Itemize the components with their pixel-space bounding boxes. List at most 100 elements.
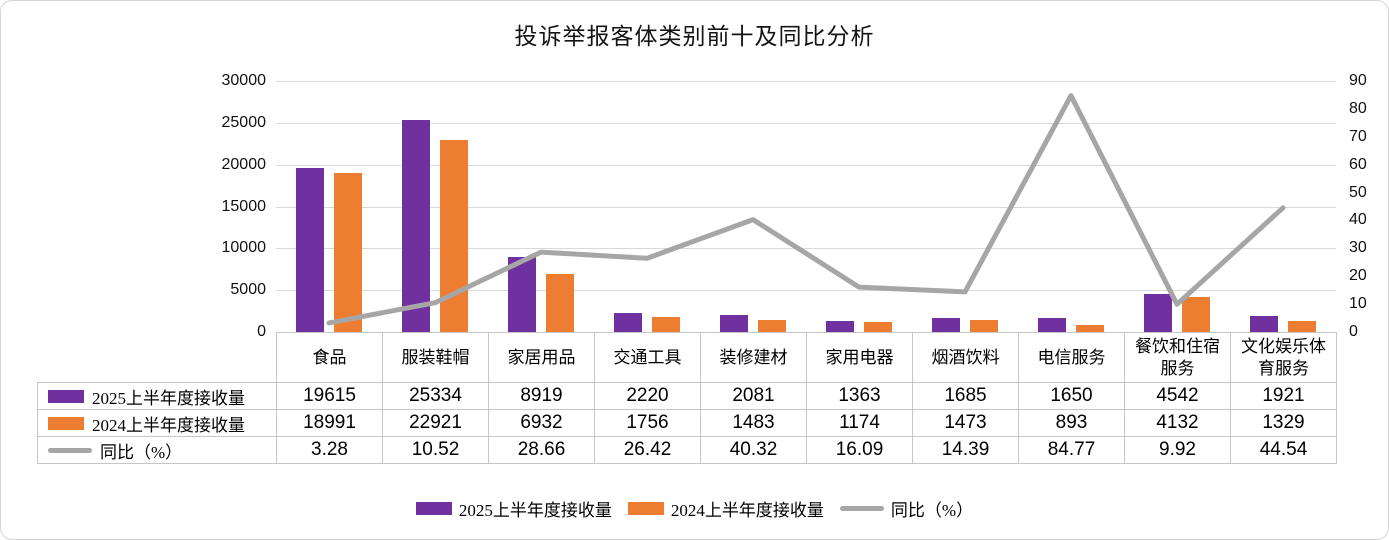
value-cell: 9.92 <box>1124 436 1231 464</box>
value-cell: 1650 <box>1018 382 1125 410</box>
bar-2025上半年度接收量-烟酒饮料 <box>932 317 960 332</box>
value-cell: 6932 <box>488 409 595 437</box>
data-table: 食品 服装鞋帽 家居用品 交通工具 装修建材 家用电器 烟酒饮料 电信服务 餐饮和住宿服务 文化娱… <box>37 332 1337 464</box>
bar-2025上半年度接收量-服装鞋帽 <box>402 120 430 332</box>
left-axis-label: 0 <box>257 323 266 340</box>
category-header: 家居用品 <box>488 332 595 383</box>
series-row-header-inner: 同比（%） <box>40 438 274 463</box>
left-axis-label: 30000 <box>221 72 267 89</box>
legend-item: 同比（%） <box>839 496 974 521</box>
bar-2024上半年度接收量-家用电器 <box>864 322 892 332</box>
line-swatch-icon <box>48 447 92 453</box>
series-row-header-inner: 2025上半年度接收量 <box>40 384 274 409</box>
category-header: 交通工具 <box>594 332 701 383</box>
bar-2024上半年度接收量-装修建材 <box>758 319 786 332</box>
value-cell: 4132 <box>1124 409 1231 437</box>
gridline <box>276 122 1336 124</box>
bar-2025上半年度接收量-电信服务 <box>1038 318 1066 332</box>
bar-2025上半年度接收量-装修建材 <box>720 314 748 332</box>
value-cell: 2220 <box>594 382 701 410</box>
series-row-header: 2025上半年度接收量 <box>37 382 277 410</box>
bar-2024上半年度接收量-文化娱乐体育服务 <box>1288 320 1316 332</box>
gridline <box>276 248 1336 250</box>
category-header: 烟酒饮料 <box>912 332 1019 383</box>
gridline <box>276 290 1336 292</box>
right-axis-label: 0 <box>1349 323 1358 340</box>
category-header: 餐饮和住宿服务 <box>1124 332 1231 383</box>
bar-2025上半年度接收量-交通工具 <box>614 313 642 332</box>
left-axis-label: 25000 <box>221 113 267 131</box>
value-cell: 26.42 <box>594 436 701 464</box>
gridline <box>276 81 1336 82</box>
bar-2024上半年度接收量-食品 <box>334 173 362 332</box>
value-cell: 16.09 <box>806 436 913 464</box>
right-axis-label: 40 <box>1349 211 1367 229</box>
line-swatch-icon <box>839 506 884 511</box>
chart-title: 投诉举报客体类别前十及同比分析 <box>514 24 875 49</box>
bar-2025上半年度接收量-餐饮和住宿服务 <box>1144 294 1172 332</box>
gridline <box>276 206 1336 208</box>
value-cell: 1685 <box>912 382 1019 410</box>
value-cell: 8919 <box>488 382 595 410</box>
legend-item: 2024上半年度接收量 <box>627 496 824 521</box>
series-row-header: 2024上半年度接收量 <box>37 409 277 437</box>
value-cell: 19615 <box>276 382 383 410</box>
yoy-line-series <box>326 93 1286 326</box>
left-axis-label: 5000 <box>230 281 266 299</box>
series-label: 2024上半年度接收量 <box>92 415 245 435</box>
bar-2024上半年度接收量-交通工具 <box>652 317 680 332</box>
right-axis-label: 20 <box>1349 267 1367 285</box>
table-corner-cell <box>38 333 277 383</box>
right-axis-label: 90 <box>1349 72 1367 89</box>
series-row: 2024上半年度接收量 18991 22921 6932 1756 1483 1174 147… <box>37 409 1337 437</box>
value-cell: 1473 <box>912 409 1019 437</box>
bar-swatch-icon <box>415 502 452 515</box>
legend-item: 2025上半年度接收量 <box>415 496 612 521</box>
value-cell: 1363 <box>806 382 913 410</box>
bar-2024上半年度接收量-餐饮和住宿服务 <box>1182 297 1210 332</box>
bar-2025上半年度接收量-家用电器 <box>826 320 854 332</box>
bar-2025上半年度接收量-食品 <box>296 167 324 332</box>
category-header: 电信服务 <box>1018 332 1125 383</box>
legend-label: 同比（%） <box>890 501 974 520</box>
left-axis-label: 10000 <box>221 239 267 257</box>
value-cell: 22921 <box>382 409 489 437</box>
value-cell: 1921 <box>1230 382 1337 410</box>
series-label: 同比（%） <box>100 442 183 462</box>
value-cell: 28.66 <box>488 436 595 464</box>
category-header-row: 食品 服装鞋帽 家居用品 交通工具 装修建材 家用电器 烟酒饮料 电信服务 餐饮和住宿服务 文化娱… <box>38 332 1337 383</box>
bar-2024上半年度接收量-家居用品 <box>546 274 574 332</box>
category-header: 食品 <box>276 332 383 383</box>
value-cell: 40.32 <box>700 436 807 464</box>
value-cell: 3.28 <box>276 436 383 464</box>
bar-2024上半年度接收量-烟酒饮料 <box>970 319 998 332</box>
right-axis-label: 50 <box>1349 183 1367 201</box>
right-axis-label: 80 <box>1349 99 1367 117</box>
value-cell: 1329 <box>1230 409 1337 437</box>
value-cell: 84.77 <box>1018 436 1125 464</box>
plot-area <box>276 81 1336 332</box>
category-header: 文化娱乐体育服务 <box>1230 332 1337 383</box>
chart-legend: 2025上半年度接收量 2024上半年度接收量 同比（%） <box>1 496 1388 521</box>
series-row-header: 同比（%） <box>37 436 277 464</box>
bar-swatch-icon <box>48 389 84 403</box>
series-label: 2025上半年度接收量 <box>92 388 245 408</box>
value-cell: 25334 <box>382 382 489 410</box>
series-row: 同比（%） 3.28 10.52 28.66 26.42 40.32 16.09 14.39 8… <box>37 436 1337 464</box>
value-cell: 2081 <box>700 382 807 410</box>
value-cell: 14.39 <box>912 436 1019 464</box>
left-axis-label: 20000 <box>221 155 267 173</box>
value-cell: 10.52 <box>382 436 489 464</box>
bar-2025上半年度接收量-家居用品 <box>508 257 536 332</box>
category-header: 装修建材 <box>700 332 807 383</box>
value-cell: 1756 <box>594 409 701 437</box>
bar-2025上半年度接收量-文化娱乐体育服务 <box>1250 315 1278 332</box>
value-cell: 893 <box>1018 409 1125 437</box>
right-axis-label: 70 <box>1349 127 1367 145</box>
right-axis-label: 10 <box>1349 295 1367 313</box>
value-cell: 1483 <box>700 409 807 437</box>
left-axis-label: 15000 <box>221 197 267 215</box>
bar-2024上半年度接收量-电信服务 <box>1076 324 1104 332</box>
category-header: 服装鞋帽 <box>382 332 489 383</box>
value-cell: 44.54 <box>1230 436 1337 464</box>
